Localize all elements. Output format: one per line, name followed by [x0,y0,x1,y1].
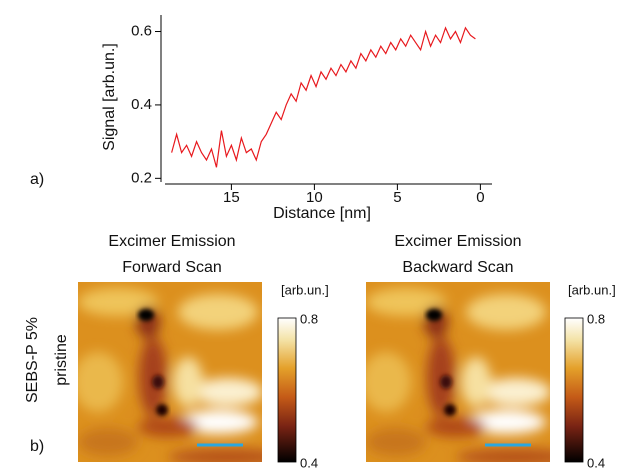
colorbar-label: 0.4 [587,455,605,470]
image-title: Forward Scan [122,259,222,276]
row-label: SEBS-P 5% [24,317,41,403]
row-label: pristine [53,334,70,386]
colorbar-label: 0.4 [300,455,318,470]
emission-map [361,282,576,465]
line-chart: 0.2 0.4 0.6 15 10 5 0 [131,15,492,206]
panel-label: b) [30,438,44,455]
image-title: Excimer Emission [394,233,521,250]
colorbar-unit: [arb.un.] [568,282,616,297]
colorbar [277,317,297,463]
panel-label: a) [30,171,44,188]
colorbar [564,317,584,463]
x-tick-label: 10 [306,189,323,206]
emission-map [73,282,288,465]
y-axis-label: Signal [arb.un.] [101,43,118,151]
y-tick-label: 0.4 [131,96,152,113]
colorbar-label: 0.8 [587,311,605,326]
data-line [171,26,476,168]
image-title: Excimer Emission [108,233,235,250]
image-title: Backward Scan [402,259,513,276]
x-tick-label: 0 [476,189,484,206]
image-panel: Excimer Emission Backward Scan [arb.un.]… [361,233,616,470]
x-tick-label: 15 [223,189,240,206]
x-axis-label: Distance [nm] [273,205,371,222]
y-tick-label: 0.6 [131,22,152,39]
colorbar-unit: [arb.un.] [281,282,329,297]
image-panel: Excimer Emission Forward Scan [arb.un.] … [73,233,329,470]
colorbar-label: 0.8 [300,311,318,326]
x-tick-label: 5 [393,189,401,206]
y-tick-label: 0.2 [131,169,152,186]
